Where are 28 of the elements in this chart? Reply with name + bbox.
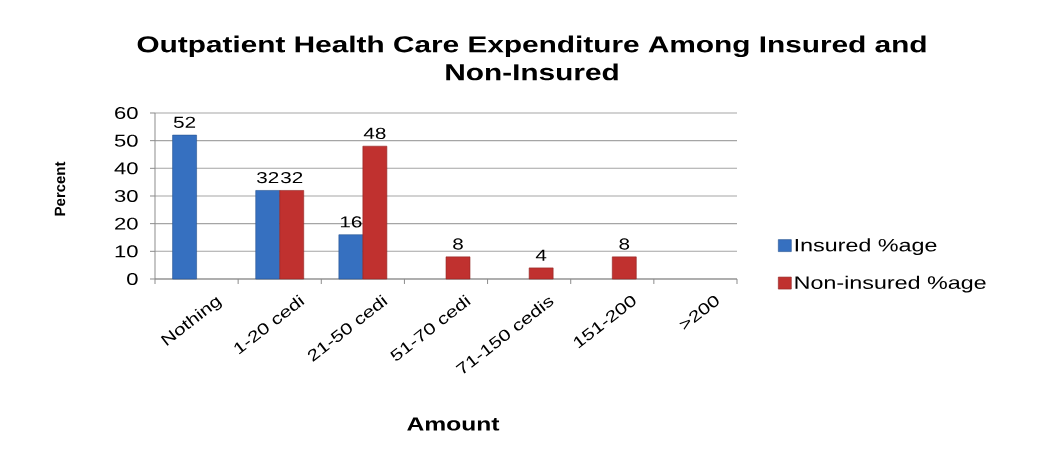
bar [445,256,471,280]
bar [279,190,305,280]
bar [172,134,197,280]
bar [338,234,364,280]
bar [611,256,637,280]
bar [362,145,388,280]
data-label: 16 [340,216,362,228]
data-label: 4 [535,249,547,261]
data-label: 32 [257,171,279,184]
data-label: 32 [280,171,303,184]
x-axis-title: Amount [407,417,500,431]
bar [528,267,554,280]
legend-label: Non-insured %age [795,275,986,293]
y-tick-label: 0 [127,272,138,285]
y-tick-label: 30 [114,189,138,202]
y-tick-label: 20 [115,217,138,230]
legend-label: Insured %age [795,238,937,256]
y-tick-label: 50 [114,134,138,147]
data-label: 52 [173,116,196,128]
data-label: 8 [453,238,463,250]
bar [255,190,281,280]
y-tick-label: 10 [115,245,138,258]
data-label: 48 [363,127,386,139]
data-label: 8 [619,238,630,250]
y-axis-title: Percent [54,161,66,216]
y-tick-label: 60 [115,106,138,119]
chart-title: Outpatient Health Care Expenditure Among Insured and Non-Insured [137,35,926,81]
y-tick-label: 40 [114,162,138,175]
